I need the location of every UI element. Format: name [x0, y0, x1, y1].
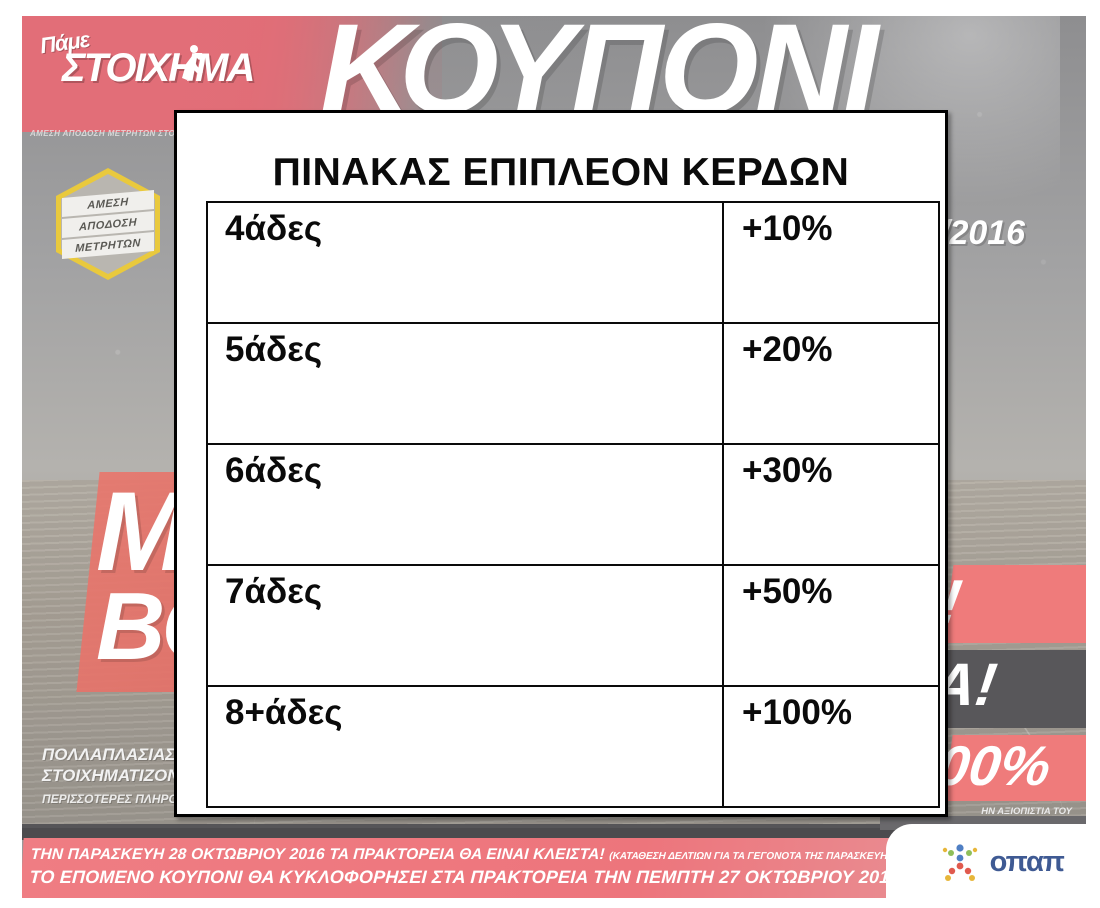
- table-row: 5άδες +20%: [206, 322, 940, 445]
- bonus-row-label: 8+άδες: [206, 685, 724, 808]
- bonus-row-value: +50%: [722, 564, 940, 687]
- blurb-line-2: ΣΤΟΙΧΗΜΑΤΙΖΟΝΤΑ: [42, 765, 201, 785]
- bonus-table-body: 4άδες +10% 5άδες +20% 6άδες +30% 7άδες +…: [206, 201, 940, 808]
- bonus-row-label: 6άδες: [206, 443, 724, 566]
- running-athlete-icon: [182, 45, 204, 80]
- table-row: 6άδες +30%: [206, 443, 940, 566]
- bonus-row-value: +30%: [722, 443, 940, 566]
- poster-date-fragment: /2016: [940, 214, 1026, 252]
- table-row: 8+άδες +100%: [206, 685, 940, 808]
- notice-shadow-bar: [22, 828, 904, 840]
- bonus-table: 4άδες +10% 5άδες +20% 6άδες +30% 7άδες +…: [206, 201, 940, 808]
- cash-payout-badge: ΑΜΕΣΗ ΑΠΟΔΟΣΗ ΜΕΤΡΗΤΩΝ: [56, 168, 160, 280]
- bonus-row-value: +20%: [722, 322, 940, 445]
- right-callout-2: Α!: [928, 650, 1100, 728]
- poster-margin-right: [1086, 0, 1100, 908]
- logo-word-stoixima: ΣΤΟΙΧΗΜΑ: [62, 46, 255, 90]
- notice-line-1-main: ΤΗΝ ΠΑΡΑΣΚΕΥΗ 28 ΟΚΤΩΒΡΙΟΥ 2016 ΤΑ ΠΡΑΚΤ…: [30, 846, 606, 863]
- bonus-row-label: 4άδες: [206, 201, 724, 324]
- poster-margin-left: [0, 0, 22, 908]
- table-row: 4άδες +10%: [206, 201, 940, 324]
- bottom-notice-text: ΤΗΝ ΠΑΡΑΣΚΕΥΗ 28 ΟΚΤΩΒΡΙΟΥ 2016 ΤΑ ΠΡΑΚΤ…: [28, 840, 1001, 898]
- opap-corner-panel: [886, 824, 1086, 898]
- notice-line-1: ΤΗΝ ΠΑΡΑΣΚΕΥΗ 28 ΟΚΤΩΒΡΙΟΥ 2016 ΤΑ ΠΡΑΚΤ…: [30, 846, 1000, 864]
- bonus-row-label: 5άδες: [206, 322, 724, 445]
- right-callout-3: 00%: [934, 734, 1100, 801]
- trust-text: ΗΝ ΑΞΙΟΠΙΣΤΙΑ ΤΟΥ: [981, 806, 1072, 817]
- pame-stoixima-logo: Πάμε ΣΤΟΙΧΗΜΑ: [34, 27, 294, 92]
- poster-blurb: ΠΟΛΛΑΠΛΑΣΙΑΣΤ ΣΤΟΙΧΗΜΑΤΙΖΟΝΤΑ ΠΕΡΙΣΣΟΤΕΡ…: [42, 745, 201, 807]
- poster-margin-top: [0, 0, 1100, 16]
- bonus-row-label: 7άδες: [206, 564, 724, 687]
- notice-line-2: ΤΟ ΕΠΟΜΕΝΟ ΚΟΥΠΟΝΙ ΘΑ ΚΥΚΛΟΦΟΡΗΣΕΙ ΣΤΑ Π…: [29, 867, 907, 887]
- opap-logo: οπαπ: [938, 840, 1065, 884]
- table-row: 7άδες +50%: [206, 564, 940, 687]
- badge-caption-text: ΑΜΕΣΗ ΑΠΟΔΟΣΗ ΜΕΤΡΗΤΩΝ ΣΤΟ ΠΡΑΚΤΟΡΕΙΟ: [30, 129, 234, 138]
- opap-wordmark: οπαπ: [989, 845, 1065, 878]
- mega-callout-line-1: M: [96, 469, 189, 594]
- opap-dotted-figure-icon: [942, 844, 977, 881]
- bonus-row-value: +100%: [722, 685, 940, 808]
- bonus-table-title: ΠΙΝΑΚΑΣ ΕΠΙΠΛΕΟΝ ΚΕΡΔΩΝ: [272, 151, 850, 194]
- poster-margin-bottom: [0, 898, 1100, 908]
- blurb-line-1: ΠΟΛΛΑΠΛΑΣΙΑΣΤ: [42, 745, 186, 764]
- bonus-row-value: +10%: [722, 201, 940, 324]
- blurb-line-3: ΠΕΡΙΣΣΟΤΕΡΕΣ ΠΛΗΡΟΦ: [42, 792, 188, 807]
- right-callout-3-text: 00%: [933, 734, 1055, 797]
- bonus-table-overlay: ΠΙΝΑΚΑΣ ΕΠΙΠΛΕΟΝ ΚΕΡΔΩΝ 4άδες +10% 5άδες…: [174, 110, 948, 817]
- right-callout-1: !: [935, 565, 1100, 643]
